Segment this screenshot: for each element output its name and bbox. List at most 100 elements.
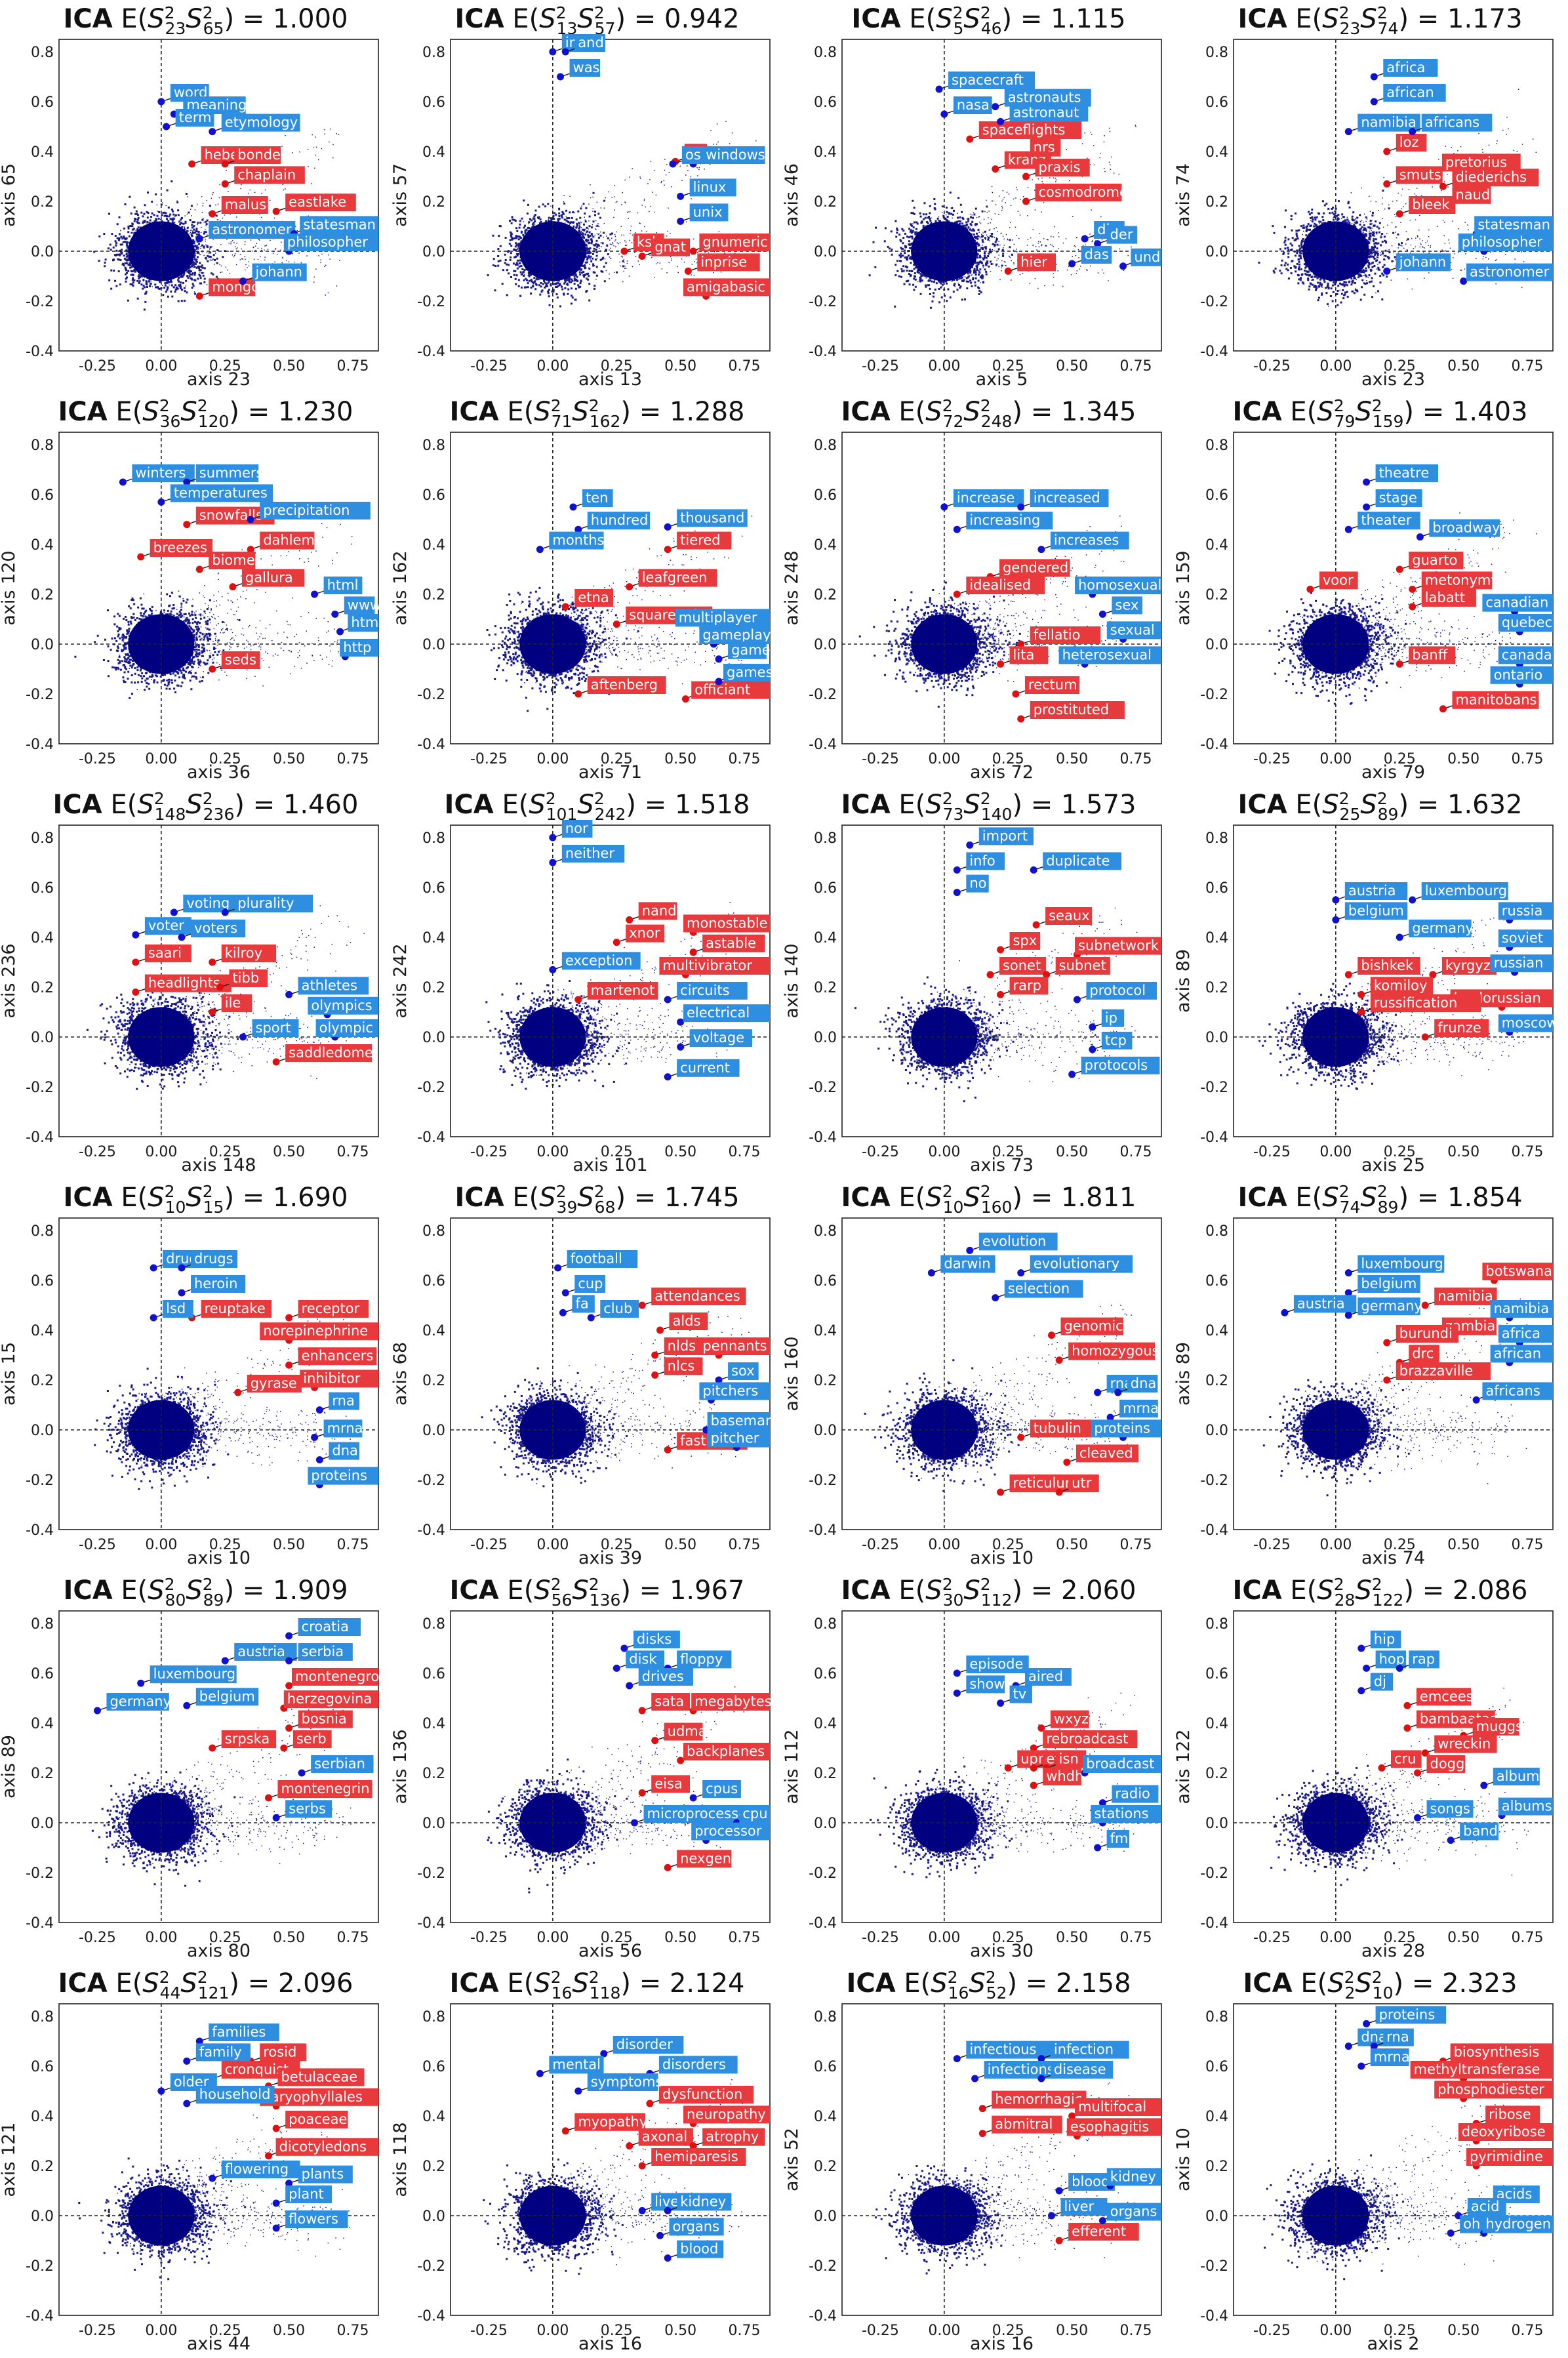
label-box xyxy=(549,2056,604,2074)
y-tick-label: -0.2 xyxy=(1200,687,1228,703)
blue-word-label: drugs xyxy=(178,1250,238,1272)
label-box xyxy=(1490,666,1553,684)
x-axis-label: axis 56 xyxy=(578,1941,642,1961)
red-word-label: backplanes xyxy=(677,1743,770,1764)
y-tick-label: 0.0 xyxy=(422,244,445,260)
x-axis-label: axis 71 xyxy=(578,762,642,783)
blue-point xyxy=(1037,2075,1045,2083)
label-text: theater xyxy=(1361,512,1411,528)
blue-point xyxy=(1480,1781,1488,1789)
label-text: enhancers xyxy=(302,1348,374,1364)
label-box xyxy=(677,531,732,550)
red-word-label: betulaceae xyxy=(264,2068,365,2090)
chart-title: ICA E(S2 2S2 10) = 2.323 xyxy=(1243,1968,1517,2002)
label-text: families xyxy=(212,2024,266,2040)
blue-word-label: luxembourg xyxy=(1344,1255,1445,1277)
blue-word-label: os xyxy=(669,146,705,168)
x-tick-label: 0.25 xyxy=(601,1144,633,1160)
label-box xyxy=(221,113,300,132)
y-tick-label: -0.2 xyxy=(1200,2258,1228,2275)
red-point xyxy=(664,1446,672,1453)
label-text: summers xyxy=(199,465,264,481)
x-tick-label: 0.00 xyxy=(145,1537,177,1553)
red-word-label: botswana xyxy=(1482,1263,1553,1284)
y-tick-label: 0.0 xyxy=(1205,637,1228,653)
blue-point xyxy=(163,123,171,131)
label-text: frunze xyxy=(1437,1020,1481,1036)
label-text: nasa xyxy=(957,97,990,113)
red-point xyxy=(1004,267,1012,275)
y-tick-label: 0.6 xyxy=(814,880,837,897)
label-text: deoxyribose xyxy=(1462,2124,1546,2140)
label-box xyxy=(702,1780,741,1798)
label-box xyxy=(1017,253,1056,272)
blue-point xyxy=(1414,1814,1422,1821)
label-box xyxy=(569,59,601,77)
label-box xyxy=(1357,512,1420,530)
label-box xyxy=(677,1059,740,1077)
label-text: exception xyxy=(565,952,633,968)
label-text: belgium xyxy=(1348,903,1404,918)
label-box xyxy=(1370,994,1481,1012)
red-word-label: tibb xyxy=(216,969,268,991)
label-text: pretorius xyxy=(1445,154,1507,170)
y-tick-label: -0.2 xyxy=(809,1080,837,1096)
blue-word-label: increase xyxy=(940,489,1024,511)
x-tick-label: 0.75 xyxy=(1120,2323,1152,2339)
label-text: football xyxy=(571,1251,622,1267)
label-text: songs xyxy=(1430,1800,1470,1816)
red-point xyxy=(626,916,633,924)
red-word-label: nlds xyxy=(651,1337,703,1359)
y-tick-label: 0.0 xyxy=(422,1423,445,1439)
label-box xyxy=(1396,1325,1459,1343)
x-tick-label: 0.25 xyxy=(209,2323,241,2339)
label-box xyxy=(1409,1345,1439,1363)
label-box xyxy=(221,994,252,1012)
red-point xyxy=(638,1301,646,1309)
x-axis-label: axis 23 xyxy=(187,369,251,390)
blue-word-label: plurality xyxy=(221,895,313,916)
blue-point xyxy=(331,610,339,618)
red-word-label: norepinephrine xyxy=(260,1322,378,1344)
label-text: praxis xyxy=(1039,159,1081,175)
label-text: bleek xyxy=(1412,197,1450,213)
label-box xyxy=(1482,2215,1553,2233)
label-box xyxy=(1426,1800,1474,1818)
label-text: olympics xyxy=(311,998,372,1013)
label-box xyxy=(1050,1710,1089,1728)
blue-word-label: africans xyxy=(1472,1382,1553,1404)
blue-point xyxy=(1344,128,1352,136)
label-text: sox xyxy=(731,1363,755,1379)
blue-point xyxy=(1017,503,1025,511)
label-box xyxy=(1357,1275,1420,1293)
blue-word-label: pitcher xyxy=(707,1429,770,1452)
label-text: betulaceae xyxy=(281,2069,357,2084)
chart-title: ICA E(S2 16S2 118) = 2.124 xyxy=(450,1968,745,2002)
y-tick-label: -0.4 xyxy=(1200,1915,1228,1932)
red-point xyxy=(561,603,569,611)
y-tick-label: 0.0 xyxy=(31,2208,54,2225)
label-text: theatre xyxy=(1379,465,1430,481)
label-text: african xyxy=(1494,1345,1541,1361)
blue-point xyxy=(1363,2020,1371,2027)
red-word-label: breezes xyxy=(137,539,213,561)
label-text: sexual xyxy=(1110,622,1155,638)
red-word-label: manitobans xyxy=(1439,691,1539,713)
label-box xyxy=(1421,882,1508,900)
red-point xyxy=(234,1389,242,1396)
label-box xyxy=(1357,1297,1420,1316)
blue-point xyxy=(1281,1309,1289,1316)
label-box xyxy=(1131,248,1161,266)
x-tick-label: 0.75 xyxy=(337,1537,369,1553)
blue-word-label: disorders xyxy=(646,2056,738,2077)
label-box xyxy=(683,914,770,933)
blue-word-label: theatre xyxy=(1363,464,1438,486)
label-text: sex xyxy=(1115,597,1138,613)
red-word-label: guarto xyxy=(1396,552,1464,573)
label-box xyxy=(677,2240,724,2258)
y-tick-label: 0.8 xyxy=(814,2009,837,2025)
blue-point xyxy=(272,2199,280,2207)
y-tick-label: 0.2 xyxy=(31,587,54,603)
y-axis-label: axis 248 xyxy=(783,550,802,625)
red-point xyxy=(689,247,697,255)
